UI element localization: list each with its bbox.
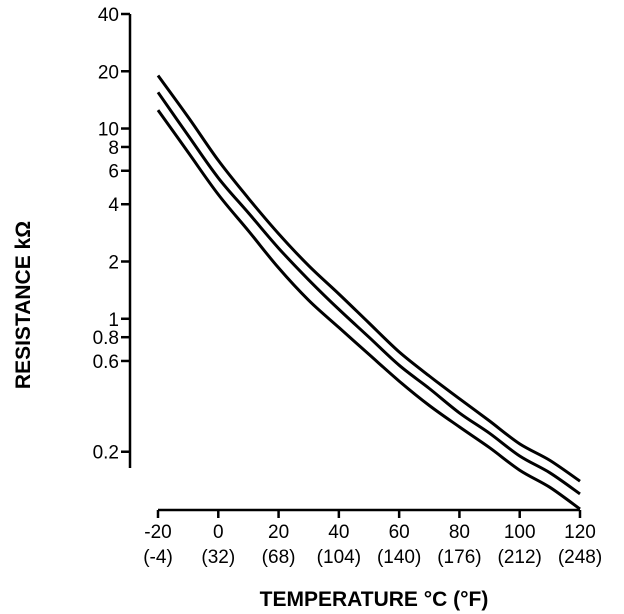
x-tick-sublabel: (140) — [377, 547, 421, 568]
x-tick-sublabel: (32) — [201, 547, 235, 568]
y-tick-label: 20 — [98, 62, 119, 83]
y-tick-label: 6 — [108, 162, 119, 183]
y-tick-label: 0.2 — [93, 443, 119, 464]
axes — [128, 14, 580, 512]
x-tick-label: 80 — [449, 522, 470, 543]
curves — [156, 74, 581, 511]
x-tick-label: 120 — [564, 522, 596, 543]
x-tick-label: 60 — [389, 522, 410, 543]
x-tick-sublabel: (-4) — [143, 547, 173, 568]
y-tick-label: 4 — [108, 195, 119, 216]
x-tick-sublabel: (248) — [558, 547, 602, 568]
x-tick-sublabel: (212) — [498, 547, 542, 568]
y-tick-label: 2 — [108, 253, 119, 274]
y-tick-label: 1 — [108, 310, 119, 331]
x-tick-sublabel: (104) — [317, 547, 361, 568]
y-tick-label: 40 — [98, 5, 119, 26]
x-axis-title: TEMPERATURE °C (°F) — [260, 588, 489, 611]
y-tick-label: 8 — [108, 138, 119, 159]
x-tick-label: 20 — [268, 522, 289, 543]
x-tick-label: -20 — [144, 522, 171, 543]
series-line-3 — [156, 109, 581, 511]
x-tick-sublabel: (68) — [262, 547, 296, 568]
y-tick-label: 10 — [98, 120, 119, 141]
x-tick-label: 0 — [213, 522, 224, 543]
series-line-1 — [156, 74, 581, 483]
x-tick-label: 100 — [504, 522, 536, 543]
x-tick-label: 40 — [328, 522, 349, 543]
x-ticks: -20 (-4) 0 (32) 20 (68) 40 (104) 60 (140) 80 (176) 1… — [143, 510, 602, 568]
y-tick-label: 0.8 — [93, 328, 119, 349]
y-axis-title: RESISTANCE kΩ — [12, 221, 35, 389]
y-ticks: 40 20 108 6 4 2 10.8 0.6 0.2 — [93, 5, 130, 464]
x-tick-sublabel: (176) — [437, 547, 481, 568]
series-line-2 — [156, 91, 581, 496]
y-tick-label: 0.6 — [93, 352, 119, 373]
